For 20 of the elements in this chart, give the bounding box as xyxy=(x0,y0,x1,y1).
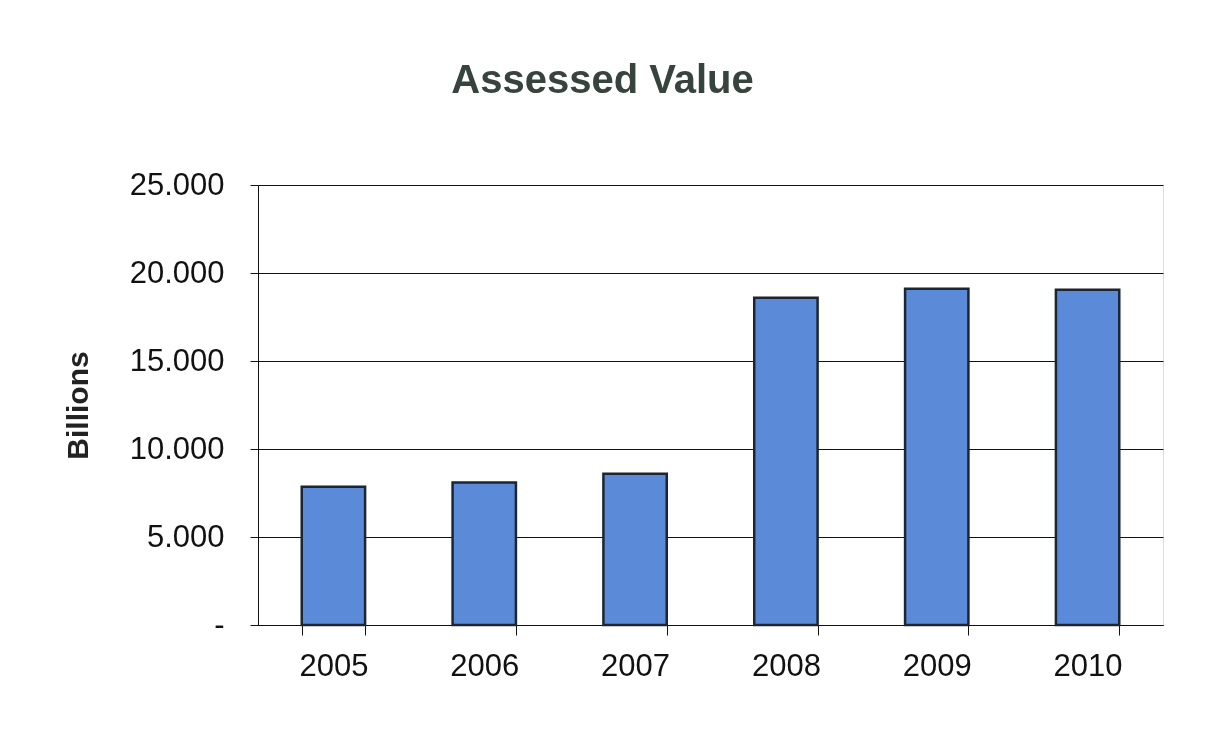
bar xyxy=(1054,288,1121,627)
x-tick-label: 2008 xyxy=(751,647,821,683)
x-tick-label: 2005 xyxy=(299,647,369,683)
chart-title: Assessed Value xyxy=(451,57,754,101)
y-tick-label: 5.000 xyxy=(146,518,225,554)
y-tick-label: 15.000 xyxy=(129,342,225,378)
bar xyxy=(451,481,518,627)
y-axis-title: Billions xyxy=(60,351,94,460)
bar xyxy=(752,296,819,627)
x-tick-label: 2006 xyxy=(450,647,520,683)
x-tick-label: 2007 xyxy=(601,647,671,683)
y-tick-label: 25.000 xyxy=(129,166,225,202)
y-tick-label: 20.000 xyxy=(129,254,225,290)
bar xyxy=(903,287,970,627)
x-tick-label: 2009 xyxy=(902,647,972,683)
y-tick-label: - xyxy=(214,606,225,642)
y-tick-label: 10.000 xyxy=(129,430,225,466)
x-tick-label: 2010 xyxy=(1053,647,1123,683)
bar xyxy=(602,472,669,627)
bar xyxy=(300,485,367,627)
